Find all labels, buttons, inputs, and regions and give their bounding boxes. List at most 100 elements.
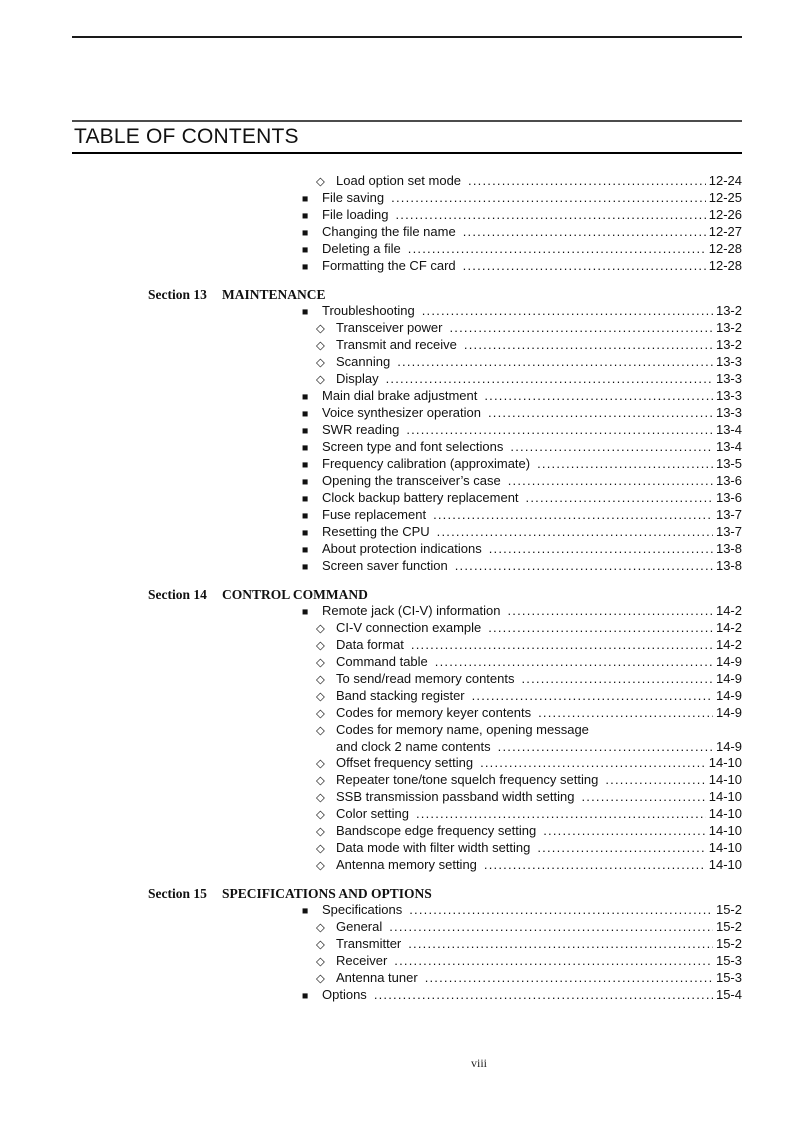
toc-entry-label: Opening the transceiver’s case [322, 473, 501, 488]
square-bullet-icon: ■ [302, 244, 309, 256]
toc-entry-label: Transmitter [336, 936, 402, 951]
toc-entry-label: Load option set mode [336, 173, 462, 188]
toc-entry-label: Troubleshooting [322, 303, 415, 318]
dot-leader [409, 902, 713, 918]
toc-entry-page: 13-2 [715, 337, 742, 352]
toc-entry: ■ Troubleshooting 13-2 [72, 303, 742, 320]
toc-entry-label: SSB transmission passband width setting [336, 789, 575, 804]
dot-leader [484, 857, 706, 873]
toc-section: ◇ Load option set mode 12-24 ■ File saving 12… [72, 173, 742, 275]
dot-leader [397, 354, 713, 370]
dot-leader [484, 388, 713, 404]
diamond-bullet-icon: ◇ [316, 922, 325, 934]
toc-entry-page: 14-9 [715, 688, 742, 703]
diamond-bullet-icon: ◇ [316, 939, 325, 951]
toc-entry-page: 15-2 [715, 936, 742, 951]
dot-leader [374, 987, 713, 1003]
square-bullet-icon: ■ [302, 391, 309, 403]
toc-entry-page: 12-24 [708, 173, 742, 188]
toc-entry-label: Repeater tone/tone squelch frequency set… [336, 772, 599, 787]
toc-entry-label: General [336, 919, 383, 934]
toc-entry: ◇ To send/read memory contents 14-9 [72, 671, 742, 688]
page-top-rule [72, 36, 742, 38]
toc-entry-page: 13-8 [715, 541, 742, 556]
toc-entry-page: 14-9 [715, 671, 742, 686]
square-bullet-icon: ■ [302, 210, 309, 222]
diamond-bullet-icon: ◇ [316, 973, 325, 985]
toc-entry-page: 15-4 [715, 987, 742, 1002]
toc-entry-label: and clock 2 name contents [336, 739, 491, 754]
diamond-bullet-icon: ◇ [316, 792, 325, 804]
diamond-bullet-icon: ◇ [316, 357, 325, 369]
dot-leader [463, 258, 706, 274]
dot-leader [455, 558, 713, 574]
toc-entry-page: 14-10 [708, 823, 742, 838]
diamond-bullet-icon: ◇ [316, 860, 325, 872]
toc-entry-label: Scanning [336, 354, 391, 369]
toc-entry-label: Data mode with filter width setting [336, 840, 531, 855]
document-page: TABLE OF CONTENTS ◇ Load option set mode 1… [72, 0, 742, 1070]
toc-entry-page: 14-10 [708, 772, 742, 787]
dot-leader [394, 953, 713, 969]
toc-entry-page: 12-28 [708, 258, 742, 273]
toc-entry-label: File loading [322, 207, 389, 222]
toc-entry-label: Formatting the CF card [322, 258, 456, 273]
dot-leader [411, 637, 713, 653]
dot-leader [507, 603, 713, 619]
toc-section: Section 13 MAINTENANCE ■ Troubleshooting 13-… [72, 287, 742, 575]
toc-entry-label: Screen type and font selections [322, 439, 504, 454]
toc-entry-label: About protection indications [322, 541, 482, 556]
dot-leader [521, 671, 712, 687]
toc-entry-label: File saving [322, 190, 385, 205]
toc-entry-page: 14-10 [708, 755, 742, 770]
section-label: Section 14 [148, 587, 207, 602]
toc-entry-label: Fuse replacement [322, 507, 427, 522]
toc-entry-label: CI-V connection example [336, 620, 482, 635]
toc-entry: ◇ Load option set mode 12-24 [72, 173, 742, 190]
toc-entry: ◇ Display 13-3 [72, 371, 742, 388]
dot-leader [464, 337, 713, 353]
toc-entry-page: 15-3 [715, 970, 742, 985]
toc-entry: ■ Main dial brake adjustment 13-3 [72, 388, 742, 405]
dot-leader [408, 241, 706, 257]
toc-entry: ◇ SSB transmission passband width setting… [72, 789, 742, 806]
toc-entry-page: 13-6 [715, 473, 742, 488]
toc-entry-page: 13-8 [715, 558, 742, 573]
section-heading: Section 15 SPECIFICATIONS AND OPTIONS [72, 886, 742, 902]
toc-entry: ◇ Color setting 14-10 [72, 806, 742, 823]
square-bullet-icon: ■ [302, 227, 309, 239]
toc-entry: ■ Specifications 15-2 [72, 902, 742, 919]
diamond-bullet-icon: ◇ [316, 758, 325, 770]
toc-entry-page: 12-28 [708, 241, 742, 256]
toc-section: Section 15 SPECIFICATIONS AND OPTIONS ■ Spe… [72, 886, 742, 1004]
toc-entry-page: 14-9 [715, 739, 742, 754]
page-footer: viii [144, 1056, 793, 1071]
toc-entry-label: Color setting [336, 806, 409, 821]
diamond-bullet-icon: ◇ [316, 691, 325, 703]
toc-entry-page: 14-10 [708, 789, 742, 804]
dot-leader [489, 541, 713, 557]
square-bullet-icon: ■ [302, 261, 309, 273]
dot-leader [386, 371, 713, 387]
toc-entry: ■ About protection indications 13-8 [72, 541, 742, 558]
square-bullet-icon: ■ [302, 527, 309, 539]
section-heading: Section 13 MAINTENANCE [72, 287, 742, 303]
toc-entry-label: Codes for memory keyer contents [336, 705, 532, 720]
diamond-bullet-icon: ◇ [316, 826, 325, 838]
toc-entry-page: 13-3 [715, 405, 742, 420]
toc-entry: ◇ Data format 14-2 [72, 637, 742, 654]
toc-entry: ◇ Antenna tuner 15-3 [72, 970, 742, 987]
dot-leader [510, 439, 713, 455]
toc-entry-page: 13-5 [715, 456, 742, 471]
toc-entry: ■ Resetting the CPU 13-7 [72, 524, 742, 541]
toc-entry: ■ Screen saver function 13-8 [72, 558, 742, 575]
toc-entry: ■ Remote jack (CI-V) information 14-2 [72, 603, 742, 620]
square-bullet-icon: ■ [302, 442, 309, 454]
dot-leader [508, 473, 713, 489]
dot-leader [389, 919, 713, 935]
square-bullet-icon: ■ [302, 459, 309, 471]
toc-entry-page: 12-25 [708, 190, 742, 205]
diamond-bullet-icon: ◇ [316, 176, 325, 188]
toc-entry-page: 14-10 [708, 857, 742, 872]
toc-entry-page: 13-7 [715, 524, 742, 539]
